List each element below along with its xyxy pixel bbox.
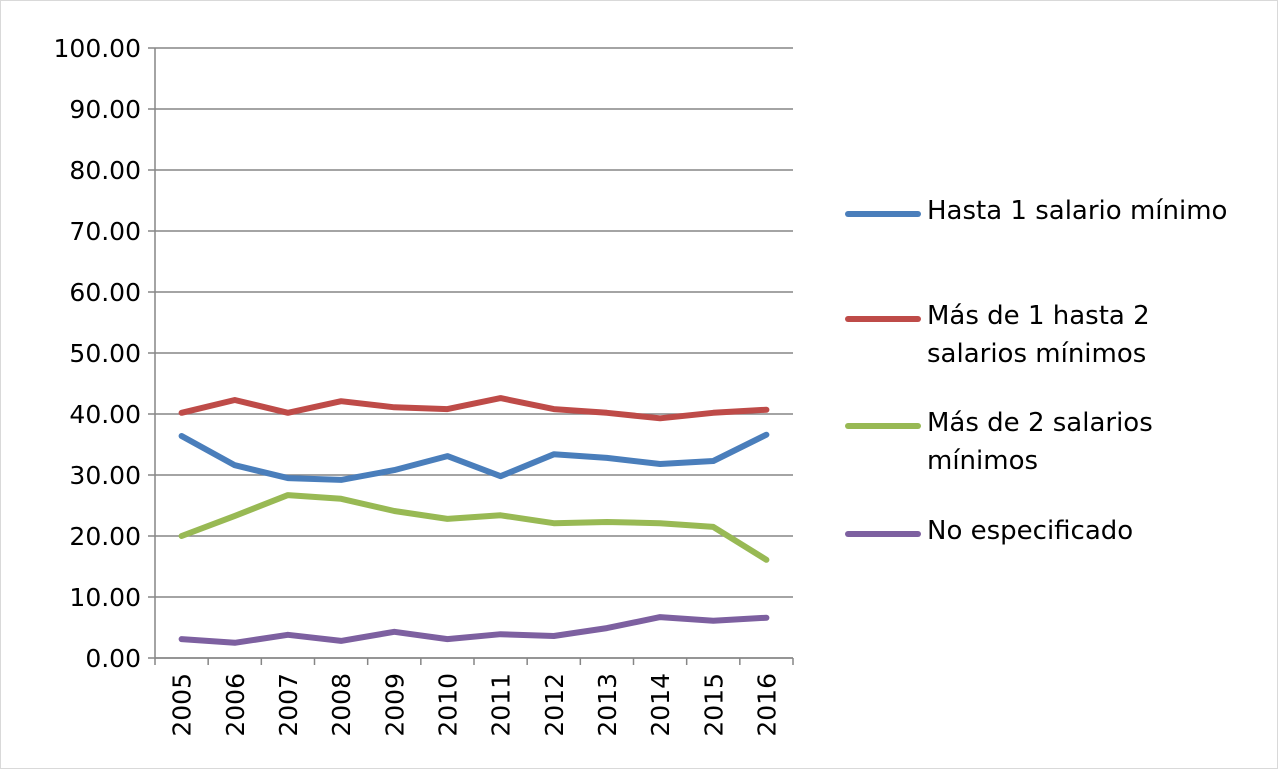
x-tick-label: 2016 xyxy=(752,673,781,737)
x-tick-label: 2009 xyxy=(380,673,409,737)
series-line xyxy=(178,395,770,422)
x-tick-label: 2005 xyxy=(168,673,197,737)
x-tick-label: 2012 xyxy=(540,673,569,737)
y-tick-label: 100.00 xyxy=(54,34,141,63)
x-tick-label: 2013 xyxy=(593,673,622,737)
y-tick-label: 70.00 xyxy=(69,217,141,246)
x-tick-label: 2007 xyxy=(274,673,303,737)
x-tick-label: 2014 xyxy=(646,673,675,737)
legend-swatch xyxy=(845,211,921,217)
x-tick-label: 2015 xyxy=(699,673,728,737)
series-line xyxy=(178,492,770,563)
legend-entry: Más de 1 hasta 2 salarios mínimos xyxy=(845,301,1265,373)
x-tick-label: 2010 xyxy=(433,673,462,737)
y-tick-label: 20.00 xyxy=(69,522,141,551)
x-tick-label: 2011 xyxy=(487,673,516,737)
legend-label: Más de 1 hasta 2 salarios mínimos xyxy=(927,301,1150,369)
y-tick-label: 40.00 xyxy=(69,400,141,429)
y-tick-label: 30.00 xyxy=(69,461,141,490)
y-tick-label: 0.00 xyxy=(85,644,141,673)
legend-entry: No especificado xyxy=(845,516,1265,550)
y-tick-label: 60.00 xyxy=(69,278,141,307)
y-tick-label: 10.00 xyxy=(69,583,141,612)
legend-swatch xyxy=(845,531,921,537)
legend-label: Más de 2 salarios mínimos xyxy=(927,408,1153,476)
legend-swatch xyxy=(845,316,921,322)
series-line xyxy=(178,431,770,483)
x-tick-label: 2006 xyxy=(221,673,250,737)
y-tick-label: 50.00 xyxy=(69,339,141,368)
legend-entry: Hasta 1 salario mínimo xyxy=(845,196,1265,230)
y-tick-label: 80.00 xyxy=(69,156,141,185)
legend-swatch xyxy=(845,423,921,429)
legend-label: No especificado xyxy=(927,516,1134,546)
x-tick-label: 2008 xyxy=(327,673,356,737)
y-tick-label: 90.00 xyxy=(69,95,141,124)
series-line xyxy=(178,614,770,646)
legend-label: Hasta 1 salario mínimo xyxy=(927,196,1228,226)
legend-entry: Más de 2 salarios mínimos xyxy=(845,408,1265,480)
